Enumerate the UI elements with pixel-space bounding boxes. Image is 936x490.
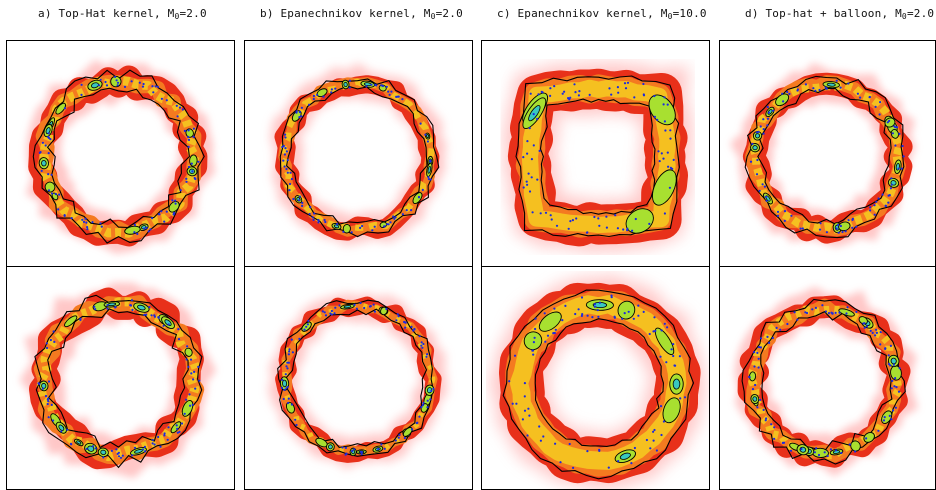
panel-title-c: c) Epanechnikov kernel, M0=10.0 (497, 7, 707, 21)
density-map-d-bottom (734, 286, 919, 477)
panel-b-bottom (244, 266, 473, 490)
density-ring (489, 273, 705, 489)
density-map-b-top (270, 63, 447, 246)
density-ring (734, 286, 919, 477)
panel-c-bottom (481, 266, 710, 490)
panel-title-a: a) Top-Hat kernel, M0=2.0 (38, 7, 207, 21)
density-ring (19, 282, 217, 479)
panel-title-d: d) Top-hat + balloon, M0=2.0 (745, 7, 935, 21)
panel-a-bottom (6, 266, 235, 490)
density-ring (729, 62, 916, 248)
panel-b-top (244, 40, 473, 267)
panel-a-top (6, 40, 235, 267)
panel-d-top (719, 40, 936, 267)
density-ring (268, 293, 447, 470)
density-ring (26, 59, 216, 254)
density-map-d-top (729, 62, 916, 248)
density-map-a-bottom (19, 282, 217, 479)
panel-c-top (481, 40, 710, 267)
density-map-a-top (26, 59, 216, 254)
panel-d-bottom (719, 266, 936, 490)
panel-title-b: b) Epanechnikov kernel, M0=2.0 (260, 7, 463, 21)
density-ring (270, 63, 447, 246)
density-map-c-bottom (489, 273, 705, 489)
density-map-c-top (502, 61, 693, 253)
density-ring (502, 61, 693, 253)
density-map-b-bottom (268, 293, 447, 470)
